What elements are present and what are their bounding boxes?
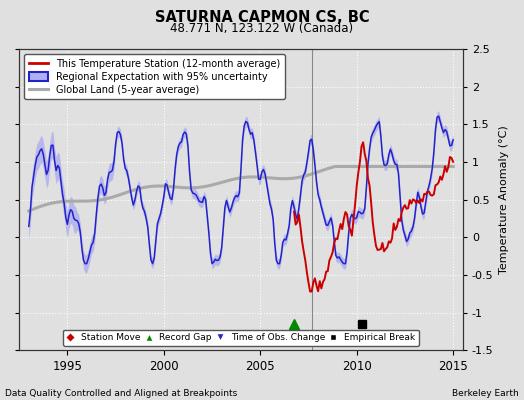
Text: Berkeley Earth: Berkeley Earth [452, 389, 519, 398]
Y-axis label: Temperature Anomaly (°C): Temperature Anomaly (°C) [499, 125, 509, 274]
Text: Data Quality Controlled and Aligned at Breakpoints: Data Quality Controlled and Aligned at B… [5, 389, 237, 398]
Text: 48.771 N, 123.122 W (Canada): 48.771 N, 123.122 W (Canada) [170, 22, 354, 35]
Legend: Station Move, Record Gap, Time of Obs. Change, Empirical Break: Station Move, Record Gap, Time of Obs. C… [63, 330, 419, 346]
Text: SATURNA CAPMON CS, BC: SATURNA CAPMON CS, BC [155, 10, 369, 25]
